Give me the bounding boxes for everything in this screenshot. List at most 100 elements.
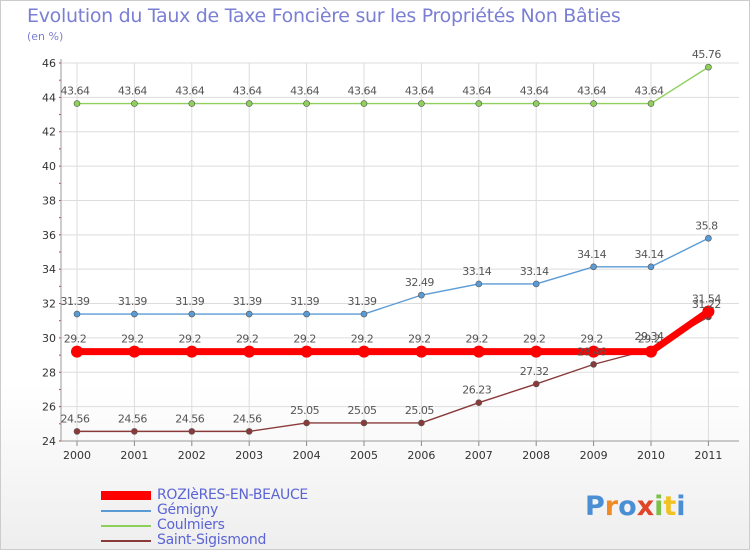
data-label: 29.2 xyxy=(523,333,546,346)
data-label: 43.64 xyxy=(290,85,319,98)
x-tick-label: 2006 xyxy=(407,449,435,462)
data-point xyxy=(128,345,141,358)
legend-swatch xyxy=(101,524,151,527)
y-tick-label: 40 xyxy=(42,160,56,173)
y-tick-label: 46 xyxy=(42,57,56,70)
data-point xyxy=(188,310,196,318)
x-tick-label: 2008 xyxy=(522,449,550,462)
data-label: 43.64 xyxy=(233,85,262,98)
data-point xyxy=(647,100,655,107)
data-label: 25.05 xyxy=(405,404,434,417)
data-label: 24.56 xyxy=(61,412,90,425)
legend-item: ROZIèRES-EN-BEAUCE xyxy=(101,488,308,503)
data-point xyxy=(532,280,540,288)
x-tick-label: 2003 xyxy=(235,449,263,462)
data-label: 29.2 xyxy=(121,333,144,346)
series-line xyxy=(76,66,710,105)
logo-letter: t xyxy=(663,491,677,522)
legend-item: Saint-Sigismond xyxy=(101,533,308,548)
x-tick-label: 2002 xyxy=(178,449,206,462)
data-point xyxy=(73,310,81,318)
data-label: 31.39 xyxy=(290,295,319,308)
data-label: 31.39 xyxy=(348,295,377,308)
data-label: 31.39 xyxy=(175,295,204,308)
data-label: 43.64 xyxy=(348,85,377,98)
data-point xyxy=(303,419,310,427)
data-point xyxy=(418,100,425,107)
data-label: 29.2 xyxy=(408,333,431,346)
y-tick-label: 30 xyxy=(42,332,56,345)
x-tick-label: 2009 xyxy=(580,449,608,462)
data-point xyxy=(131,310,138,318)
data-label: 43.64 xyxy=(118,85,147,98)
data-label: 31.22 xyxy=(692,298,721,311)
data-label: 29.2 xyxy=(580,333,603,346)
data-label: 31.39 xyxy=(118,295,147,308)
data-point xyxy=(705,234,712,242)
data-point xyxy=(131,428,138,435)
series-line xyxy=(73,307,712,356)
data-label: 43.64 xyxy=(462,85,491,98)
data-label: 29.34 xyxy=(635,330,664,343)
data-point xyxy=(188,100,196,107)
data-label: 33.14 xyxy=(520,265,549,278)
proxiti-logo: Proxiti xyxy=(585,491,686,522)
data-label: 26.23 xyxy=(462,384,491,397)
data-label: 29.2 xyxy=(351,333,374,346)
data-label: 31.54 xyxy=(692,292,721,305)
data-label: 43.64 xyxy=(175,85,204,98)
y-axis-unit: (en %) xyxy=(27,30,64,43)
legend-label: Saint-Sigismond xyxy=(157,532,267,548)
data-point xyxy=(415,345,428,358)
legend-label: Gémigny xyxy=(157,502,218,518)
data-point xyxy=(532,380,540,388)
data-label: 43.64 xyxy=(635,85,664,98)
logo-letter: P xyxy=(585,491,605,522)
data-point xyxy=(188,428,196,435)
y-tick-label: 32 xyxy=(42,298,56,311)
data-label: 24.56 xyxy=(175,412,204,425)
data-point xyxy=(705,63,712,71)
legend-label: ROZIèRES-EN-BEAUCE xyxy=(157,487,308,503)
chart-legend: ROZIèRES-EN-BEAUCE Gémigny Coulmiers Saint-… xyxy=(101,488,308,548)
data-point xyxy=(360,310,368,318)
data-point xyxy=(590,361,597,368)
data-point xyxy=(300,345,313,358)
legend-swatch xyxy=(101,491,151,500)
data-label: 43.64 xyxy=(61,85,90,98)
data-label: 43.64 xyxy=(577,85,606,98)
data-label: 27.32 xyxy=(520,365,549,378)
logo-letter: i xyxy=(654,491,664,522)
y-tick-label: 26 xyxy=(42,401,56,414)
data-point xyxy=(590,263,597,271)
y-tick-label: 24 xyxy=(42,435,56,448)
data-label: 43.64 xyxy=(520,85,549,98)
data-point xyxy=(590,100,597,107)
x-tick-label: 2005 xyxy=(350,449,378,462)
data-point xyxy=(475,399,483,406)
data-label: 33.14 xyxy=(462,265,491,278)
logo-letter: x xyxy=(636,491,655,522)
data-label: 25.05 xyxy=(348,404,377,417)
data-label: 24.56 xyxy=(233,412,262,425)
logo-letter: r xyxy=(604,491,619,522)
data-point xyxy=(645,345,657,358)
data-label: 34.14 xyxy=(577,248,606,261)
x-tick-label: 2007 xyxy=(465,449,493,462)
data-point xyxy=(418,291,425,299)
data-label: 31.39 xyxy=(61,295,90,308)
data-label: 25.05 xyxy=(290,404,319,417)
data-label: 34.14 xyxy=(635,248,664,261)
x-tick-label: 2001 xyxy=(120,449,148,462)
data-label: 29.2 xyxy=(466,333,489,346)
data-point xyxy=(475,280,483,288)
logo-letter: i xyxy=(676,491,686,522)
data-point xyxy=(71,345,83,358)
data-point xyxy=(530,345,543,358)
data-point xyxy=(73,428,81,435)
data-label: 45.76 xyxy=(692,48,721,61)
legend-item: Gémigny xyxy=(101,503,308,518)
data-point xyxy=(418,419,425,427)
